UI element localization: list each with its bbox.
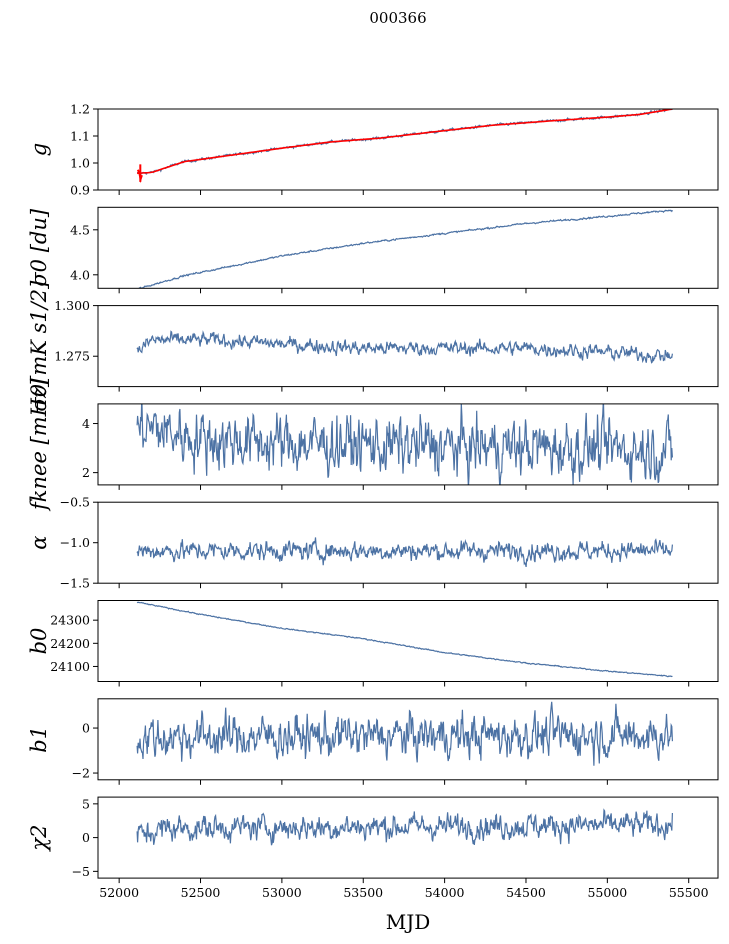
- panel-frame-sigma0_du: [97, 206, 719, 289]
- model-line-g: [137, 109, 673, 175]
- x-tick-label: 55500: [669, 885, 709, 900]
- panel-frame-sigma0_mK: [97, 305, 719, 388]
- panel-g: 0.9 1.0 1.1 1.2 g: [27, 102, 719, 198]
- panel-frame-g: [97, 108, 719, 191]
- series-line-b1: [136, 701, 673, 766]
- series-line-fknee: [136, 403, 673, 485]
- series-line-sigma0_mK: [136, 330, 673, 364]
- y-axis-label-sigma0_du: σ0 [du]: [27, 208, 51, 287]
- y-tick-label-g: 1.2: [70, 102, 90, 117]
- x-tick-label: 54000: [425, 885, 465, 900]
- series-line-chi2: [136, 808, 673, 846]
- y-tick-label-g: 1.1: [70, 129, 90, 144]
- x-tick-label: 54500: [506, 885, 546, 900]
- panel-frame-fknee: [97, 403, 719, 486]
- y-tick-label-chi2: 5: [82, 796, 90, 811]
- series-line-b0: [136, 601, 673, 678]
- x-tick-label: 53000: [262, 885, 302, 900]
- y-axis-label-b0: b0: [27, 628, 51, 655]
- y-tick-label-sigma0_du: 4.5: [70, 222, 90, 237]
- y-tick-label-b0: 24200: [50, 636, 90, 651]
- panel-frame-b0: [97, 600, 719, 682]
- y-tick-label-sigma0_mK: 1.275: [54, 349, 90, 364]
- x-axis-label: MJD: [386, 910, 431, 934]
- y-tick-label-alpha: −1.5: [60, 576, 90, 591]
- y-tick-label-alpha: −0.5: [60, 495, 90, 510]
- panel-chi2: −5 0 5 52000 52500 53000 53500 54000 54500 55000 5…: [27, 796, 719, 900]
- y-tick-label-alpha: −1.0: [60, 535, 90, 550]
- panel-b1: −2 0 b1: [27, 698, 719, 785]
- x-tick-label: 53500: [343, 885, 383, 900]
- y-tick-label-g: 0.9: [70, 183, 90, 198]
- panel-fknee: 2 4 fknee [mHz]: [27, 378, 719, 512]
- y-axis-label-b1: b1: [27, 726, 51, 753]
- y-tick-label-b0: 24100: [50, 659, 90, 674]
- panel-alpha: −1.5 −1.0 −0.5 α: [27, 495, 719, 591]
- y-axis-label-fknee: fknee [mHz]: [27, 378, 51, 512]
- x-tick-label: 52500: [181, 885, 221, 900]
- x-tick-label: 55000: [587, 885, 627, 900]
- panels: 0.9 1.0 1.1 1.2 g 4.0 4.5 σ0 [du] 1.275 1.300σ0[m…: [27, 102, 719, 900]
- y-axis-label-g: g: [27, 143, 51, 156]
- y-tick-label-chi2: 0: [82, 830, 90, 845]
- panel-frame-b1: [97, 698, 719, 781]
- y-tick-label-chi2: −5: [72, 864, 90, 879]
- y-tick-label-sigma0_mK: 1.300: [54, 298, 90, 313]
- y-tick-label-fknee: 4: [82, 416, 90, 431]
- y-axis-label-chi2: χ2: [27, 825, 51, 853]
- y-axis-label-sigma0_mK: σ0[mK s1/2]: [27, 280, 51, 412]
- series-line-sigma0_du: [137, 209, 673, 289]
- y-tick-label-b0: 24300: [50, 613, 90, 628]
- y-tick-label-b1: 0: [82, 721, 90, 736]
- panel-frame-alpha: [97, 501, 719, 584]
- y-axis-label-alpha: α: [27, 536, 51, 550]
- series-line-alpha: [136, 537, 673, 568]
- y-tick-label-b1: −2: [72, 766, 90, 781]
- y-tick-label-g: 1.0: [70, 156, 90, 171]
- y-tick-label-sigma0_du: 4.0: [70, 267, 90, 282]
- panel-sigma0_du: 4.0 4.5 σ0 [du]: [27, 206, 719, 294]
- figure-title: 000366: [369, 9, 426, 27]
- y-tick-label-fknee: 2: [82, 465, 90, 480]
- x-tick-label: 52000: [99, 885, 139, 900]
